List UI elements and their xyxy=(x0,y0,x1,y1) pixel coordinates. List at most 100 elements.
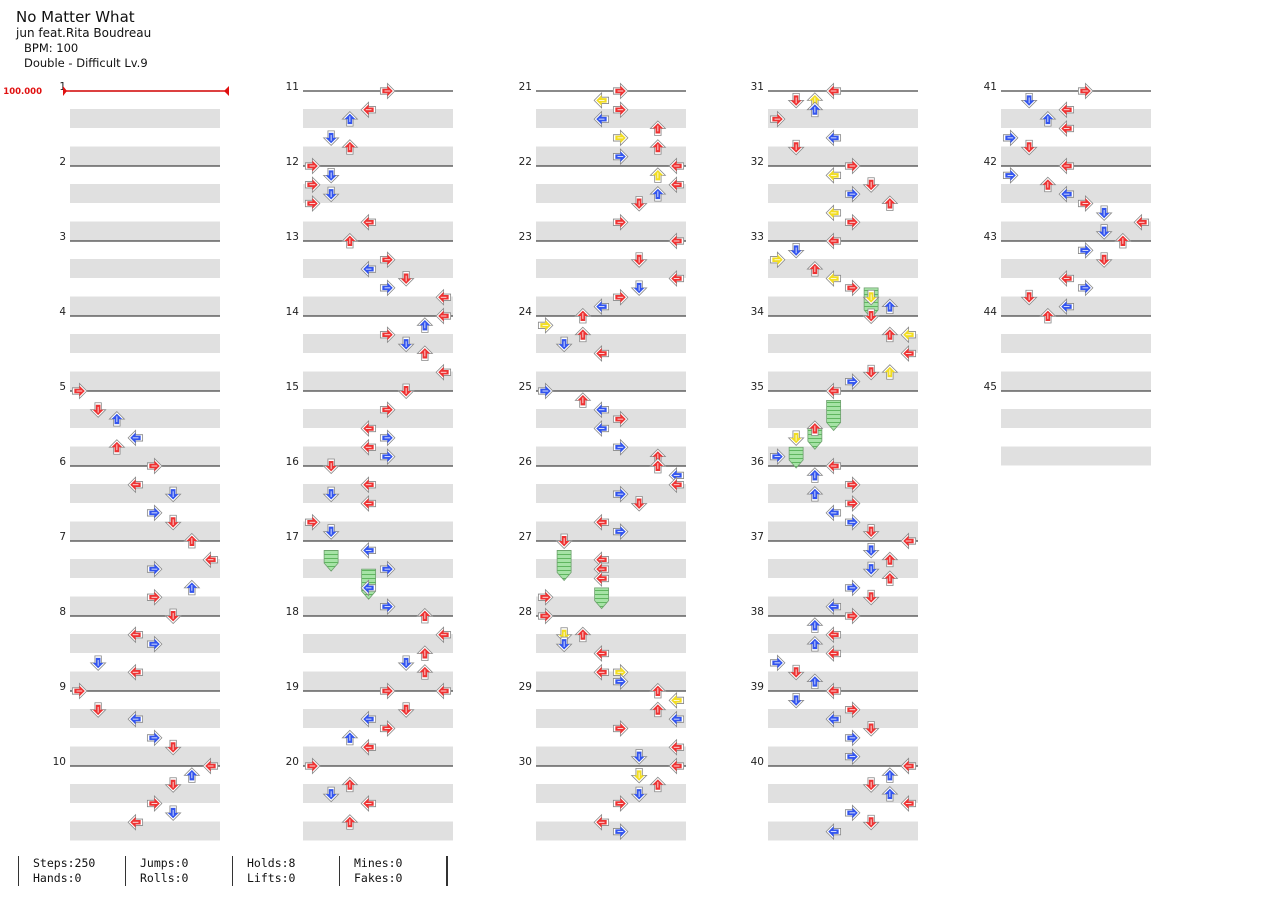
arrow-down-icon xyxy=(164,777,182,793)
arrow-right-icon xyxy=(127,626,144,644)
arrow-up-icon xyxy=(341,232,359,249)
measure-16 xyxy=(303,465,453,541)
arrow-left-icon xyxy=(1077,279,1094,297)
measure-number: 21 xyxy=(519,81,532,93)
arrow-left-icon xyxy=(146,588,163,606)
arrow-down-icon xyxy=(89,655,107,671)
arrow-right-icon xyxy=(825,457,842,475)
arrow-up-icon xyxy=(806,673,824,690)
hold-note xyxy=(594,587,610,610)
arrow-left-icon xyxy=(844,607,861,625)
measure-number: 8 xyxy=(59,606,66,618)
arrow-left-icon xyxy=(304,513,321,531)
measure-9 xyxy=(70,690,220,766)
arrow-right-icon xyxy=(668,270,685,287)
arrow-down-icon xyxy=(630,252,648,268)
arrow-right-icon xyxy=(360,710,377,728)
arrow-up-icon xyxy=(183,579,201,596)
arrow-right-icon xyxy=(435,363,452,381)
arrow-left-icon xyxy=(146,560,163,578)
arrow-down-icon xyxy=(862,524,880,540)
arrow-down-icon xyxy=(322,524,340,540)
measure-number: 18 xyxy=(286,606,299,618)
measure-5 xyxy=(70,390,220,466)
bpm-label: BPM: 100 xyxy=(24,41,79,55)
arrow-up-icon xyxy=(416,645,434,661)
measure-15 xyxy=(303,390,453,466)
arrow-up-icon xyxy=(183,767,201,783)
measure-number: 42 xyxy=(984,156,997,168)
arrow-right-icon xyxy=(127,710,144,728)
arrow-down-icon xyxy=(89,402,107,418)
arrow-down-icon xyxy=(630,496,648,512)
arrow-left-icon xyxy=(612,673,629,691)
measure-number: 20 xyxy=(286,756,299,768)
arrow-up-icon xyxy=(574,626,592,643)
arrow-right-icon xyxy=(202,551,219,569)
arrow-down-icon xyxy=(862,561,880,578)
arrow-up-icon xyxy=(806,636,824,652)
arrow-left-icon xyxy=(612,523,629,541)
arrow-up-icon xyxy=(341,776,359,793)
arrow-right-icon xyxy=(825,645,842,662)
arrow-left-icon xyxy=(379,429,396,447)
arrow-right-icon xyxy=(900,532,917,550)
arrow-right-icon xyxy=(593,298,610,316)
arrow-up-icon xyxy=(806,261,824,277)
arrow-left-icon xyxy=(1002,166,1019,184)
arrow-right-icon xyxy=(1058,120,1075,137)
arrow-down-icon xyxy=(164,514,182,531)
arrow-down-icon xyxy=(1095,252,1113,268)
arrow-up-icon xyxy=(574,392,592,408)
arrow-right-icon xyxy=(825,82,842,100)
bpm-marker-start-icon xyxy=(63,86,67,96)
measure-4 xyxy=(70,315,220,391)
arrow-down-icon xyxy=(787,242,805,259)
arrow-down-icon xyxy=(555,336,573,353)
arrow-right-icon xyxy=(593,91,610,109)
measure-17 xyxy=(303,540,453,616)
arrow-right-icon xyxy=(127,813,144,831)
measure-10 xyxy=(70,765,220,841)
arrow-left-icon xyxy=(844,579,861,597)
measure-number: 37 xyxy=(751,531,764,543)
arrow-left-icon xyxy=(146,457,163,475)
arrow-down-icon xyxy=(862,814,880,831)
measure-37 xyxy=(768,540,918,616)
arrow-right-icon xyxy=(1058,157,1075,175)
arrow-down-icon xyxy=(322,458,340,475)
arrow-down-icon xyxy=(787,92,805,109)
arrow-left-icon xyxy=(612,101,629,119)
arrow-right-icon xyxy=(360,213,377,231)
arrow-right-icon xyxy=(360,738,377,756)
arrow-up-icon xyxy=(649,682,667,699)
measure-number: 28 xyxy=(519,606,532,618)
arrow-right-icon xyxy=(435,307,452,325)
arrow-up-icon xyxy=(341,814,359,830)
hold-note xyxy=(788,446,804,469)
arrow-left-icon xyxy=(379,720,396,737)
arrow-right-icon xyxy=(668,710,685,728)
measure-number: 31 xyxy=(751,81,764,93)
arrow-up-icon xyxy=(649,186,667,202)
arrow-left-icon xyxy=(379,251,396,269)
measure-33 xyxy=(768,240,918,316)
arrow-up-icon xyxy=(416,664,434,680)
arrow-down-icon xyxy=(787,692,805,709)
arrow-left-icon xyxy=(844,513,861,531)
arrow-up-icon xyxy=(806,420,824,436)
stat-value: Steps:250 xyxy=(33,856,96,870)
measure-22 xyxy=(536,165,686,241)
arrow-left-icon xyxy=(844,373,861,391)
arrow-left-icon xyxy=(146,504,163,522)
arrow-left-icon xyxy=(769,110,786,128)
arrow-left-icon xyxy=(537,316,554,334)
stat-value: Fakes:0 xyxy=(354,871,403,885)
arrow-right-icon xyxy=(825,166,842,184)
measure-19 xyxy=(303,690,453,766)
measure-number: 9 xyxy=(59,681,66,693)
arrow-left-icon xyxy=(379,682,396,700)
arrow-right-icon xyxy=(593,420,610,437)
measure-45 xyxy=(1001,390,1151,466)
arrow-left-icon xyxy=(612,213,629,231)
